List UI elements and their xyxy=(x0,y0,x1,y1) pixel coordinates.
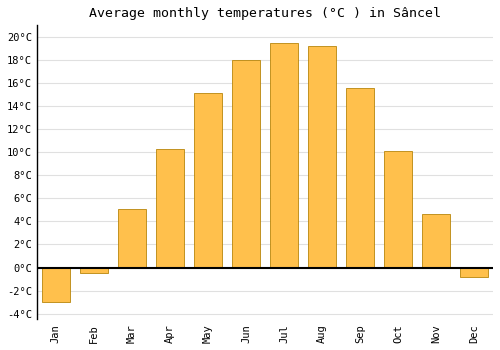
Bar xyxy=(384,151,412,267)
Bar xyxy=(346,88,374,267)
Bar xyxy=(232,60,260,267)
Bar xyxy=(270,43,298,267)
Title: Average monthly temperatures (°C ) in Sâncel: Average monthly temperatures (°C ) in Sâ… xyxy=(89,7,441,20)
Bar xyxy=(118,209,146,267)
Bar xyxy=(42,267,70,302)
Bar xyxy=(460,267,488,277)
Bar xyxy=(156,149,184,267)
Bar xyxy=(422,215,450,267)
Bar xyxy=(308,46,336,267)
Bar xyxy=(194,93,222,267)
Bar xyxy=(80,267,108,273)
